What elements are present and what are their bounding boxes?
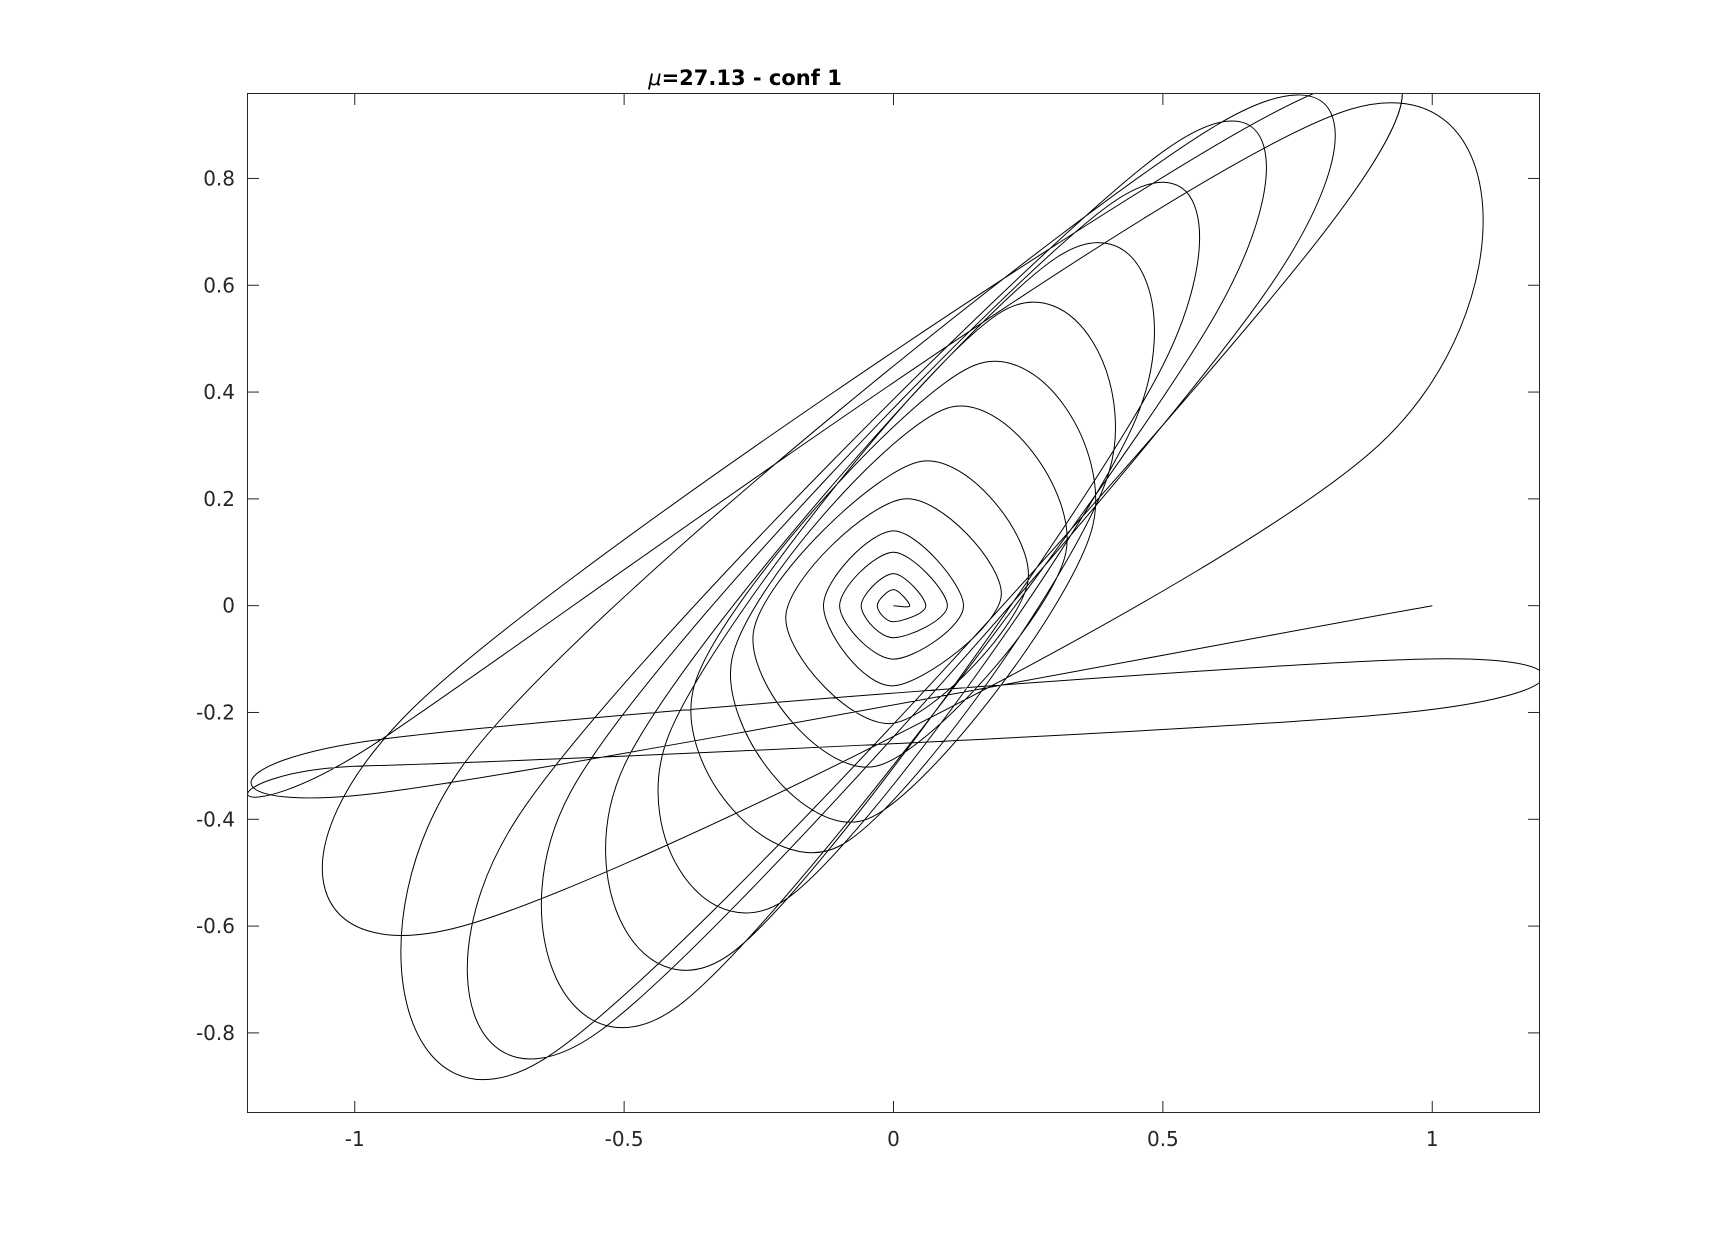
y-tick-label: -0.8 [196,1021,235,1045]
y-tick-label: 0 [222,594,235,618]
x-tick-label: -1 [345,1127,365,1151]
x-tick-label: -0.5 [605,1127,644,1151]
orbit-trajectory-line [247,93,1540,1081]
y-tick-label: 0.4 [203,380,235,404]
chart-title-text: =27.13 - conf 1 [662,66,842,90]
y-tick-label: -0.4 [196,807,235,831]
y-tick-label: -0.6 [196,914,235,938]
y-axis: -0.8 -0.6 -0.4 -0.2 0 0.2 0.4 0.6 0.8 [196,166,1540,1045]
x-tick-label: 0 [887,1127,900,1151]
y-tick-label: -0.2 [196,700,235,724]
x-tick-label: 0.5 [1147,1127,1179,1151]
x-axis: -1 -0.5 0 0.5 1 [345,93,1439,1151]
y-tick-label: 0.6 [203,273,235,297]
y-tick-label: 0.8 [203,166,235,190]
y-tick-label: 0.2 [203,487,235,511]
x-tick-label: 1 [1426,1127,1439,1151]
chart-title-symbol: μ [647,66,661,90]
orbit-trajectory-group [247,93,1540,1081]
chart-title: μ=27.13 - conf 1 [647,66,842,90]
